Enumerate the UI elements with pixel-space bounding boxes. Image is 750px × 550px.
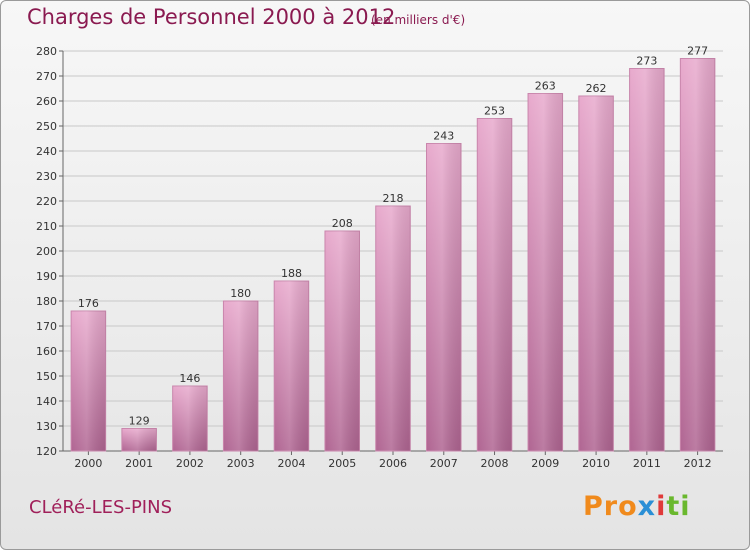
- data-label: 146: [179, 372, 200, 385]
- x-tick-label: 2005: [328, 457, 356, 470]
- bar-shine: [680, 58, 715, 451]
- proxiti-logo[interactable]: Proxiti: [583, 491, 691, 522]
- logo-part: Pro: [583, 491, 638, 522]
- y-tick-label: 200: [36, 245, 57, 258]
- commune-name: CLéRé-LES-PINS: [29, 497, 172, 518]
- bar-shine: [528, 93, 563, 451]
- data-label: 208: [332, 217, 353, 230]
- logo-part: x: [637, 491, 657, 522]
- bar-shine: [426, 143, 462, 451]
- data-label: 176: [78, 297, 99, 310]
- data-label: 277: [687, 45, 708, 58]
- data-label: 253: [484, 105, 505, 118]
- data-label: 129: [129, 415, 150, 428]
- y-tick-label: 240: [36, 145, 57, 158]
- x-tick-label: 2006: [379, 457, 407, 470]
- y-tick-label: 270: [36, 70, 57, 83]
- chart-title: Charges de Personnel 2000 à 2012: [27, 5, 396, 29]
- bar-shine: [578, 96, 614, 451]
- x-tick-label: 2008: [481, 457, 509, 470]
- x-tick-label: 2012: [684, 457, 712, 470]
- data-label: 188: [281, 267, 302, 280]
- data-label: 243: [433, 130, 454, 143]
- bar-shine: [477, 118, 512, 451]
- y-tick-label: 180: [36, 295, 57, 308]
- x-tick-label: 2011: [633, 457, 661, 470]
- data-labels: 176 129 146 180 188 208 218 243 253 263 262 273 277: [78, 45, 708, 428]
- bar-shine: [274, 281, 309, 451]
- y-tick-label: 170: [36, 320, 57, 333]
- bar-shine: [324, 231, 360, 451]
- bar-shine: [375, 206, 411, 451]
- data-label: 262: [586, 82, 607, 95]
- data-label: 273: [636, 55, 657, 68]
- y-tick-label: 160: [36, 345, 57, 358]
- x-tick-label: 2000: [74, 457, 102, 470]
- bar-shine: [223, 301, 258, 451]
- bar-shine: [121, 428, 157, 451]
- x-tick-label: 2001: [125, 457, 153, 470]
- data-label: 180: [230, 287, 251, 300]
- y-tick-label: 150: [36, 370, 57, 383]
- logo-part: ti: [666, 491, 691, 522]
- y-tick-label: 260: [36, 95, 57, 108]
- y-tick-label: 230: [36, 170, 57, 183]
- chart-subtitle: (en milliers d'€): [371, 13, 466, 27]
- bars: [70, 58, 716, 452]
- bar-shine: [71, 311, 106, 451]
- y-tick-label: 120: [36, 445, 57, 458]
- x-tick-label: 2009: [531, 457, 559, 470]
- x-tick-label: 2002: [176, 457, 204, 470]
- y-tick-label: 190: [36, 270, 57, 283]
- x-tick-label: 2010: [582, 457, 610, 470]
- logo-part: i: [656, 491, 667, 522]
- x-tick-label: 2004: [277, 457, 305, 470]
- y-tick-label: 280: [36, 45, 57, 58]
- bar-shine: [172, 386, 208, 451]
- y-tick-label: 220: [36, 195, 57, 208]
- y-tick-label: 130: [36, 420, 57, 433]
- y-tick-label: 250: [36, 120, 57, 133]
- y-tick-label: 210: [36, 220, 57, 233]
- data-label: 263: [535, 80, 556, 93]
- x-tick-label: 2007: [430, 457, 458, 470]
- bar-shine: [629, 68, 665, 451]
- x-tick-label: 2003: [227, 457, 255, 470]
- y-tick-label: 140: [36, 395, 57, 408]
- data-label: 218: [383, 192, 404, 205]
